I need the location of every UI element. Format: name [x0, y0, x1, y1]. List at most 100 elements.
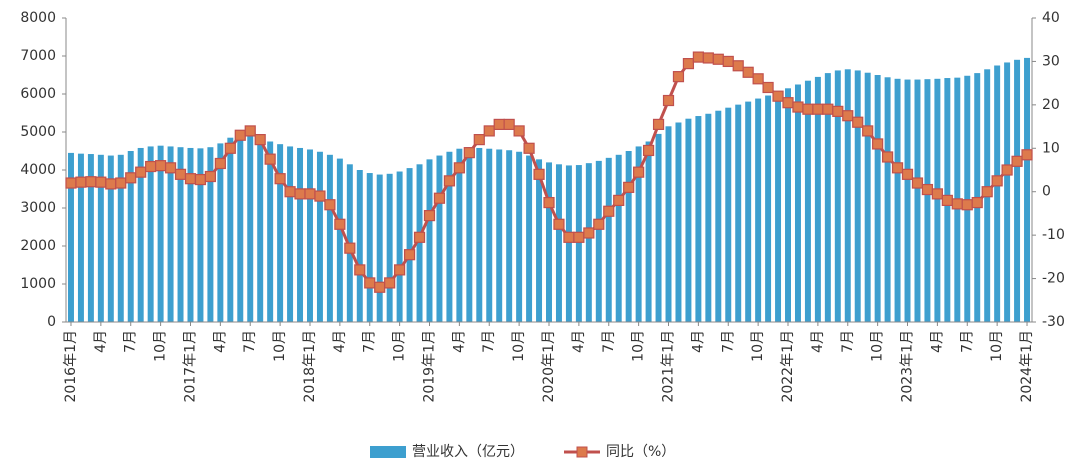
line-marker	[164, 162, 177, 174]
line-marker	[174, 168, 187, 180]
line-marker	[214, 157, 226, 170]
line-marker	[1021, 149, 1033, 161]
line-marker	[981, 186, 993, 198]
line-marker	[613, 194, 625, 206]
x-tick-label: 2020年1月	[541, 330, 557, 403]
bar	[506, 150, 513, 322]
x-tick-label: 7月	[242, 330, 258, 353]
line-marker	[583, 227, 595, 239]
line-marker	[633, 166, 645, 178]
line-marker	[921, 183, 934, 196]
legend-label: 营业收入（亿元）	[412, 444, 524, 460]
line-marker	[911, 177, 924, 189]
line-marker	[951, 198, 963, 210]
x-tick-label: 2017年1月	[182, 330, 198, 403]
line-marker	[155, 160, 167, 172]
line-marker	[702, 52, 714, 64]
x-tick-label: 10月	[272, 330, 288, 362]
line-marker	[802, 103, 814, 115]
line-marker	[961, 199, 973, 211]
bar	[715, 110, 722, 322]
x-tick-label: 7月	[123, 330, 139, 353]
line-marker	[513, 125, 525, 137]
bar	[1004, 62, 1011, 323]
bar	[745, 101, 752, 322]
line-marker	[722, 55, 734, 68]
bar	[595, 160, 602, 322]
y-tick-label: 8000	[20, 10, 56, 26]
bar	[177, 147, 184, 322]
x-tick-label: 10月	[511, 330, 527, 362]
line-marker	[832, 105, 844, 117]
line-marker	[423, 210, 436, 222]
bar	[87, 154, 94, 322]
line-marker	[374, 281, 386, 293]
x-tick-label: 2024年1月	[1019, 330, 1035, 403]
y-tick-label: 2000	[20, 238, 56, 254]
line-marker	[284, 186, 296, 198]
bar	[824, 73, 831, 322]
x-tick-label: 2022年1月	[780, 330, 796, 403]
bar	[167, 146, 174, 322]
line-marker	[503, 118, 515, 131]
bar	[725, 107, 732, 323]
x-tick-label: 4月	[212, 330, 228, 353]
bar	[406, 168, 413, 322]
bar	[565, 165, 572, 322]
bar	[396, 171, 403, 322]
line-marker	[792, 101, 804, 113]
bar	[864, 72, 871, 322]
y-tick-label: 1000	[20, 276, 56, 292]
line-marker	[642, 144, 655, 157]
line-marker	[364, 277, 376, 289]
bar	[326, 154, 333, 322]
bar	[207, 147, 214, 322]
bar	[127, 151, 134, 322]
line-marker	[75, 176, 87, 188]
bar	[97, 154, 104, 322]
bar	[157, 145, 164, 322]
y2-tick-label: 20	[1042, 97, 1060, 113]
line-marker	[553, 218, 565, 230]
bar	[765, 95, 772, 323]
bar	[187, 147, 194, 322]
bar	[287, 146, 294, 322]
bar	[67, 152, 74, 322]
line-marker	[115, 177, 127, 189]
bar	[267, 141, 274, 322]
line-marker	[881, 151, 894, 163]
x-tick-label: 2023年1月	[900, 330, 916, 403]
line-marker	[105, 178, 117, 190]
line-marker	[1001, 164, 1013, 176]
bar	[307, 149, 313, 322]
bar	[147, 146, 154, 322]
bar	[884, 77, 891, 322]
line-marker	[85, 176, 97, 188]
x-tick-label: 4月	[690, 330, 706, 353]
line-marker	[453, 162, 465, 174]
bar	[436, 155, 443, 322]
bar	[785, 88, 791, 322]
line-marker	[473, 134, 485, 146]
line-marker	[443, 175, 456, 187]
bar	[605, 157, 612, 322]
x-tick-label: 4月	[929, 330, 945, 353]
line-marker	[95, 176, 107, 188]
bar	[735, 104, 742, 322]
bar	[546, 162, 552, 322]
bar	[585, 163, 592, 322]
bar	[247, 133, 254, 322]
line-marker	[125, 172, 137, 184]
x-tick-label: 7月	[481, 330, 497, 353]
x-tick-label: 7月	[362, 330, 378, 353]
bar	[107, 155, 114, 322]
line-marker	[413, 231, 426, 243]
line-marker	[314, 190, 326, 202]
line-marker	[682, 57, 695, 70]
line-marker	[224, 142, 236, 154]
bar	[775, 92, 782, 322]
y2-tick-label: -30	[1042, 314, 1065, 330]
bar	[705, 113, 712, 322]
line-marker	[463, 147, 475, 159]
line-marker	[652, 118, 665, 131]
